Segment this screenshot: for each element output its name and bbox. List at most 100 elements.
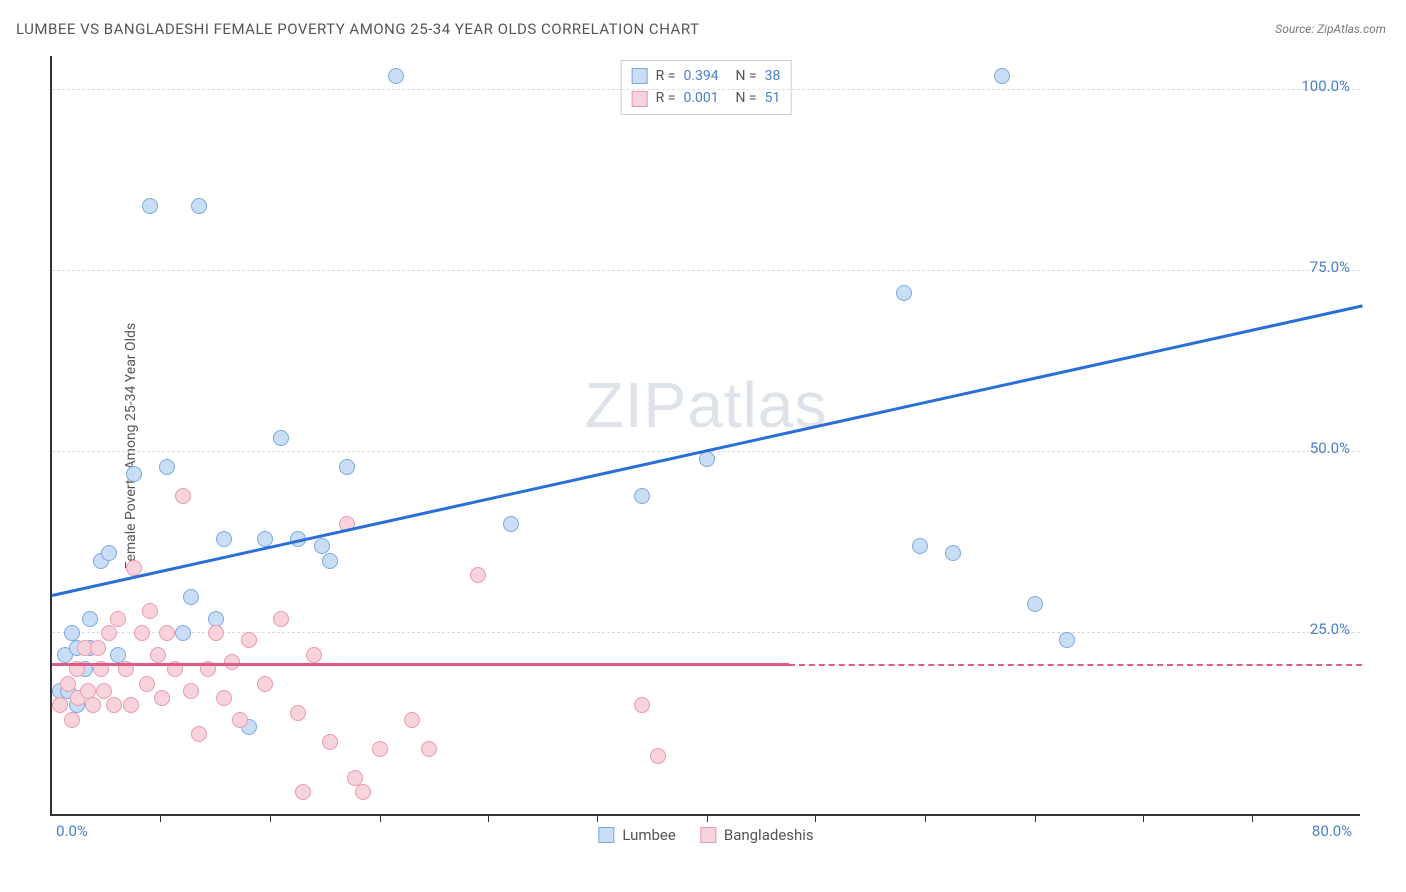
scatter-point xyxy=(388,68,404,84)
y-tick-label: 50.0% xyxy=(1310,439,1350,457)
scatter-point xyxy=(110,647,126,663)
scatter-point xyxy=(175,625,191,641)
x-tick-label: 80.0% xyxy=(1312,822,1352,840)
scatter-point xyxy=(90,640,106,656)
scatter-point xyxy=(314,538,330,554)
gridline-h xyxy=(52,89,1360,90)
legend-swatch xyxy=(632,91,648,107)
r-label: R = xyxy=(656,65,676,87)
scatter-point xyxy=(224,654,240,670)
r-value: 0.001 xyxy=(683,87,727,109)
scatter-point xyxy=(241,632,257,648)
trend-line-dashed xyxy=(789,664,1362,666)
x-tick xyxy=(1252,814,1253,822)
correlation-legend-row: R = 0.001 N = 51 xyxy=(632,87,781,109)
scatter-point xyxy=(650,748,666,764)
scatter-point xyxy=(372,741,388,757)
trend-line xyxy=(52,663,789,666)
legend-swatch xyxy=(632,68,648,84)
legend-item: Lumbee xyxy=(598,826,676,844)
x-tick xyxy=(270,814,271,822)
scatter-point xyxy=(101,625,117,641)
scatter-point xyxy=(355,784,371,800)
scatter-point xyxy=(96,683,112,699)
x-tick xyxy=(160,814,161,822)
x-tick xyxy=(597,814,598,822)
scatter-point xyxy=(273,430,289,446)
scatter-point xyxy=(273,611,289,627)
x-tick xyxy=(380,814,381,822)
scatter-point xyxy=(896,285,912,301)
source-label: Source: ZipAtlas.com xyxy=(1275,22,1386,36)
x-tick xyxy=(488,814,489,822)
scatter-point xyxy=(142,603,158,619)
x-tick xyxy=(925,814,926,822)
scatter-point xyxy=(126,466,142,482)
scatter-point xyxy=(159,625,175,641)
n-value: 38 xyxy=(765,65,781,87)
scatter-point xyxy=(139,676,155,692)
series-legend: Lumbee Bangladeshis xyxy=(598,826,813,844)
plot-area: ZIPatlas R =0.394N =38R =0.001N =51 Lumb… xyxy=(50,56,1360,816)
scatter-point xyxy=(322,553,338,569)
legend-label: Lumbee xyxy=(622,826,676,844)
scatter-point xyxy=(159,459,175,475)
chart-container: LUMBEE VS BANGLADESHI FEMALE POVERTY AMO… xyxy=(0,0,1406,892)
r-label: R = xyxy=(656,87,676,109)
watermark-part2: atlas xyxy=(687,369,827,441)
x-tick-label: 0.0% xyxy=(56,822,88,840)
scatter-point xyxy=(503,516,519,532)
y-tick-label: 25.0% xyxy=(1310,620,1350,638)
x-tick xyxy=(815,814,816,822)
x-tick xyxy=(1143,814,1144,822)
y-tick-label: 100.0% xyxy=(1301,77,1350,95)
gridline-h xyxy=(52,270,1360,271)
y-tick-label: 75.0% xyxy=(1310,258,1350,276)
scatter-point xyxy=(232,712,248,728)
scatter-point xyxy=(1059,632,1075,648)
n-label: N = xyxy=(735,65,756,87)
scatter-point xyxy=(306,647,322,663)
scatter-point xyxy=(634,488,650,504)
scatter-point xyxy=(421,741,437,757)
scatter-point xyxy=(150,647,166,663)
scatter-point xyxy=(347,770,363,786)
legend-swatch xyxy=(598,827,614,843)
scatter-point xyxy=(134,625,150,641)
scatter-point xyxy=(52,697,68,713)
scatter-point xyxy=(295,784,311,800)
scatter-point xyxy=(290,705,306,721)
scatter-point xyxy=(106,697,122,713)
scatter-point xyxy=(257,676,273,692)
scatter-point xyxy=(154,690,170,706)
scatter-point xyxy=(404,712,420,728)
scatter-point xyxy=(216,690,232,706)
correlation-legend: R =0.394N =38R =0.001N =51 xyxy=(621,60,792,115)
n-label: N = xyxy=(735,87,756,109)
scatter-point xyxy=(634,697,650,713)
legend-swatch xyxy=(700,827,716,843)
scatter-point xyxy=(699,451,715,467)
scatter-point xyxy=(1027,596,1043,612)
scatter-point xyxy=(175,488,191,504)
scatter-point xyxy=(191,198,207,214)
scatter-point xyxy=(183,683,199,699)
scatter-point xyxy=(912,538,928,554)
n-value: 51 xyxy=(765,87,781,109)
scatter-point xyxy=(945,545,961,561)
legend-item: Bangladeshis xyxy=(700,826,814,844)
chart-title: LUMBEE VS BANGLADESHI FEMALE POVERTY AMO… xyxy=(16,20,699,38)
scatter-point xyxy=(64,712,80,728)
watermark-part1: ZIP xyxy=(585,369,688,441)
scatter-point xyxy=(85,697,101,713)
scatter-point xyxy=(208,625,224,641)
scatter-point xyxy=(339,459,355,475)
scatter-point xyxy=(191,726,207,742)
scatter-point xyxy=(101,545,117,561)
x-tick xyxy=(1035,814,1036,822)
scatter-point xyxy=(142,198,158,214)
scatter-point xyxy=(470,567,486,583)
x-tick xyxy=(707,814,708,822)
scatter-point xyxy=(82,611,98,627)
scatter-point xyxy=(183,589,199,605)
